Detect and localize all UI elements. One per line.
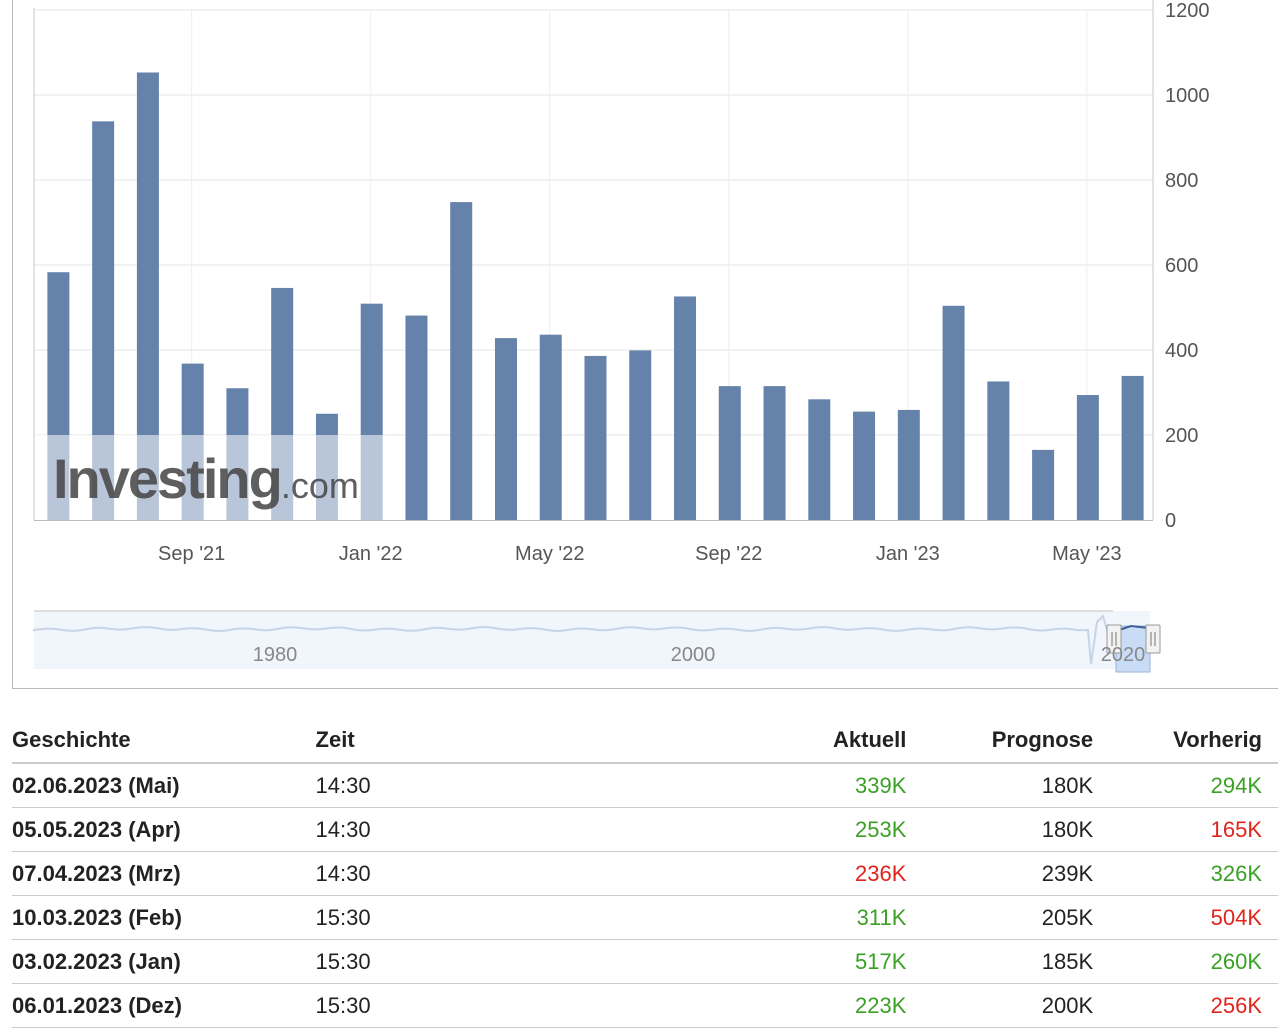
bar[interactable] <box>942 305 965 520</box>
chart-container: Investing.com 0 200 400 600 800 1000 1200 Sep '… <box>12 0 1278 689</box>
previous-value-cell: 504K <box>1093 895 1278 940</box>
previous-value-cell: 326K <box>1093 851 1278 896</box>
navigator-handle-left[interactable] <box>1106 624 1122 654</box>
forecast-value-cell: 180K <box>906 807 1094 852</box>
release-time-cell: 15:30 <box>315 939 735 984</box>
y-tick-label: 1200 <box>1165 0 1210 22</box>
header-actual[interactable]: Aktuell <box>734 718 907 764</box>
bar[interactable] <box>450 202 473 520</box>
y-tick-label: 800 <box>1165 170 1198 192</box>
navigator-handle-right[interactable] <box>1145 624 1161 654</box>
navigator-year-label: 1980 <box>253 644 298 666</box>
table-header-row: Geschichte Zeit Aktuell Prognose Vorheri… <box>12 718 1278 764</box>
header-history[interactable]: Geschichte <box>12 718 316 764</box>
bar-chart: Investing.com 0 200 400 600 800 1000 1200 Sep '… <box>33 0 1210 673</box>
actual-value-cell: 517K <box>734 939 907 984</box>
release-date-cell: 05.05.2023 (Apr) <box>12 807 316 852</box>
bar[interactable] <box>1032 449 1055 520</box>
table-row: 10.03.2023 (Feb) 15:30 311K 205K 504K <box>12 895 1278 940</box>
bar[interactable] <box>1121 375 1144 520</box>
actual-value-cell: 236K <box>734 851 907 896</box>
table-row: 06.01.2023 (Dez) 15:30 223K 200K 256K <box>12 983 1278 1028</box>
release-date-cell: 03.02.2023 (Jan) <box>12 939 316 984</box>
header-forecast[interactable]: Prognose <box>906 718 1094 764</box>
release-date-cell: 06.01.2023 (Dez) <box>12 983 316 1028</box>
range-navigator[interactable]: 1980 2000 2020 <box>33 610 1161 673</box>
actual-value-cell: 339K <box>734 763 907 808</box>
release-time-cell: 14:30 <box>315 763 735 808</box>
table-row: 03.02.2023 (Jan) 15:30 517K 185K 260K <box>12 939 1278 984</box>
x-tick-label: Jan '23 <box>876 543 940 565</box>
forecast-value-cell: 200K <box>906 983 1094 1028</box>
navigator-selected-series <box>1118 624 1149 631</box>
y-tick-label: 600 <box>1165 255 1198 277</box>
y-tick-label: 400 <box>1165 340 1198 362</box>
previous-value-cell: 165K <box>1093 807 1278 852</box>
actual-value-cell: 253K <box>734 807 907 852</box>
y-tick-label: 0 <box>1165 510 1176 532</box>
bar[interactable] <box>718 386 741 520</box>
y-tick-label: 200 <box>1165 425 1198 447</box>
previous-value-cell: 256K <box>1093 983 1278 1028</box>
watermark-main: Investing <box>53 447 281 510</box>
navigator-year-label: 2020 <box>1101 644 1146 666</box>
release-time-cell: 14:30 <box>315 807 735 852</box>
bar[interactable] <box>136 72 159 520</box>
bar[interactable] <box>763 386 786 520</box>
watermark-suffix: .com <box>281 465 359 506</box>
bar[interactable] <box>494 338 517 520</box>
release-date-cell: 10.03.2023 (Feb) <box>12 895 316 940</box>
x-tick-label: Jan '22 <box>339 543 403 565</box>
watermark-logo: Investing.com <box>35 435 385 520</box>
watermark-text: Investing.com <box>53 447 359 510</box>
navigator-year-label: 2000 <box>671 644 716 666</box>
bar[interactable] <box>674 296 697 520</box>
bar[interactable] <box>808 399 831 520</box>
navigator-background <box>34 611 1150 669</box>
previous-value-cell: 294K <box>1093 763 1278 808</box>
release-date-cell: 07.04.2023 (Mrz) <box>12 851 316 896</box>
bar[interactable] <box>897 409 920 520</box>
header-previous[interactable]: Vorherig <box>1093 718 1278 764</box>
table-row: 02.06.2023 (Mai) 14:30 339K 180K 294K <box>12 763 1278 808</box>
release-time-cell: 14:30 <box>315 851 735 896</box>
header-time[interactable]: Zeit <box>315 718 735 764</box>
release-date-cell: 02.06.2023 (Mai) <box>12 763 316 808</box>
x-tick-label: Sep '22 <box>695 543 762 565</box>
grid-lines <box>34 9 1153 520</box>
watermark-band <box>35 435 385 520</box>
axes: 0 200 400 600 800 1000 1200 Sep '21 Jan '22 May '… <box>33 0 1210 565</box>
x-tick-label: May '23 <box>1052 543 1121 565</box>
history-table: Geschichte Zeit Aktuell Prognose Vorheri… <box>12 718 1278 1028</box>
release-time-cell: 15:30 <box>315 983 735 1028</box>
actual-value-cell: 223K <box>734 983 907 1028</box>
forecast-value-cell: 239K <box>906 851 1094 896</box>
navigator-series <box>33 614 1114 665</box>
forecast-value-cell: 180K <box>906 763 1094 808</box>
forecast-value-cell: 205K <box>906 895 1094 940</box>
y-tick-label: 1000 <box>1165 85 1210 107</box>
actual-value-cell: 311K <box>734 895 907 940</box>
bar[interactable] <box>987 381 1010 520</box>
bar[interactable] <box>584 355 607 520</box>
bar[interactable] <box>1076 395 1099 520</box>
bar[interactable] <box>853 411 876 520</box>
table-row: 05.05.2023 (Apr) 14:30 253K 180K 165K <box>12 807 1278 852</box>
bar[interactable] <box>629 350 652 520</box>
x-tick-label: May '22 <box>515 543 584 565</box>
bar[interactable] <box>539 334 562 520</box>
release-time-cell: 15:30 <box>315 895 735 940</box>
forecast-value-cell: 185K <box>906 939 1094 984</box>
table-row: 07.04.2023 (Mrz) 14:30 236K 239K 326K <box>12 851 1278 896</box>
bar[interactable] <box>405 315 428 520</box>
x-tick-label: Sep '21 <box>158 543 225 565</box>
bar[interactable] <box>92 121 115 520</box>
previous-value-cell: 260K <box>1093 939 1278 984</box>
